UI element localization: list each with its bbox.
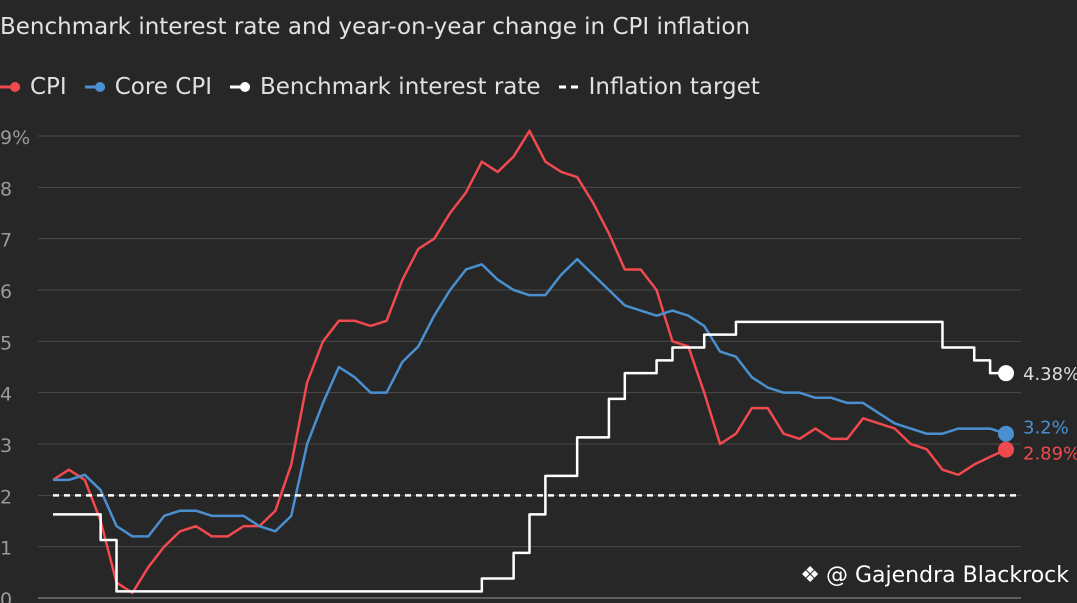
legend-marker-inflation-target	[558, 85, 581, 89]
legend-item-inflation-target: Inflation target	[558, 74, 760, 100]
binance-diamond-icon: ❖	[800, 563, 821, 588]
legend: CPI Core CPI Benchmark interest rate Inf…	[0, 72, 778, 102]
legend-marker-core-cpi	[84, 82, 105, 92]
y-tick-label: 6	[0, 281, 12, 303]
y-tick-label: 0	[0, 589, 12, 603]
legend-item-cpi: CPI	[0, 74, 67, 100]
y-tick-label: 1	[0, 538, 12, 560]
benchmark-interest-rate-line	[53, 320, 1006, 593]
legend-label-inflation-target: Inflation target	[588, 74, 760, 100]
legend-item-benchmark-rate: Benchmark interest rate	[229, 74, 541, 100]
legend-marker-cpi	[0, 82, 20, 92]
y-tick-label: 5	[0, 332, 12, 354]
y-tick-label: 8	[0, 178, 12, 200]
cpi-line	[52, 129, 1007, 595]
core-cpi-end-point	[998, 425, 1014, 442]
benchmark-interest-rate-end-label: 4.38%	[1023, 364, 1077, 385]
legend-item-core-cpi: Core CPI	[84, 74, 212, 100]
y-tick-label: 4	[0, 384, 12, 406]
legend-marker-benchmark-rate	[229, 82, 250, 92]
cpi-end-label: 2.89%	[1023, 444, 1077, 465]
cpi-end-point	[998, 441, 1014, 458]
legend-label-benchmark-rate: Benchmark interest rate	[259, 74, 541, 100]
credit: ❖ @ Gajendra Blackrock	[800, 563, 1069, 588]
core-cpi-end-label: 3.2%	[1023, 418, 1069, 439]
credit-text: @ Gajendra Blackrock	[826, 563, 1069, 588]
y-tick-label: 7	[0, 230, 12, 252]
legend-label-cpi: CPI	[30, 74, 67, 100]
y-tick-label: 2	[0, 486, 12, 508]
y-tick-label: 3	[0, 435, 12, 457]
benchmark-interest-rate-end-point	[998, 365, 1014, 382]
y-tick-label: 9%	[0, 127, 30, 149]
chart-title: Benchmark interest rate and year-on-year…	[0, 14, 751, 40]
core-cpi-line	[53, 257, 1007, 538]
legend-label-core-cpi: Core CPI	[114, 74, 212, 100]
